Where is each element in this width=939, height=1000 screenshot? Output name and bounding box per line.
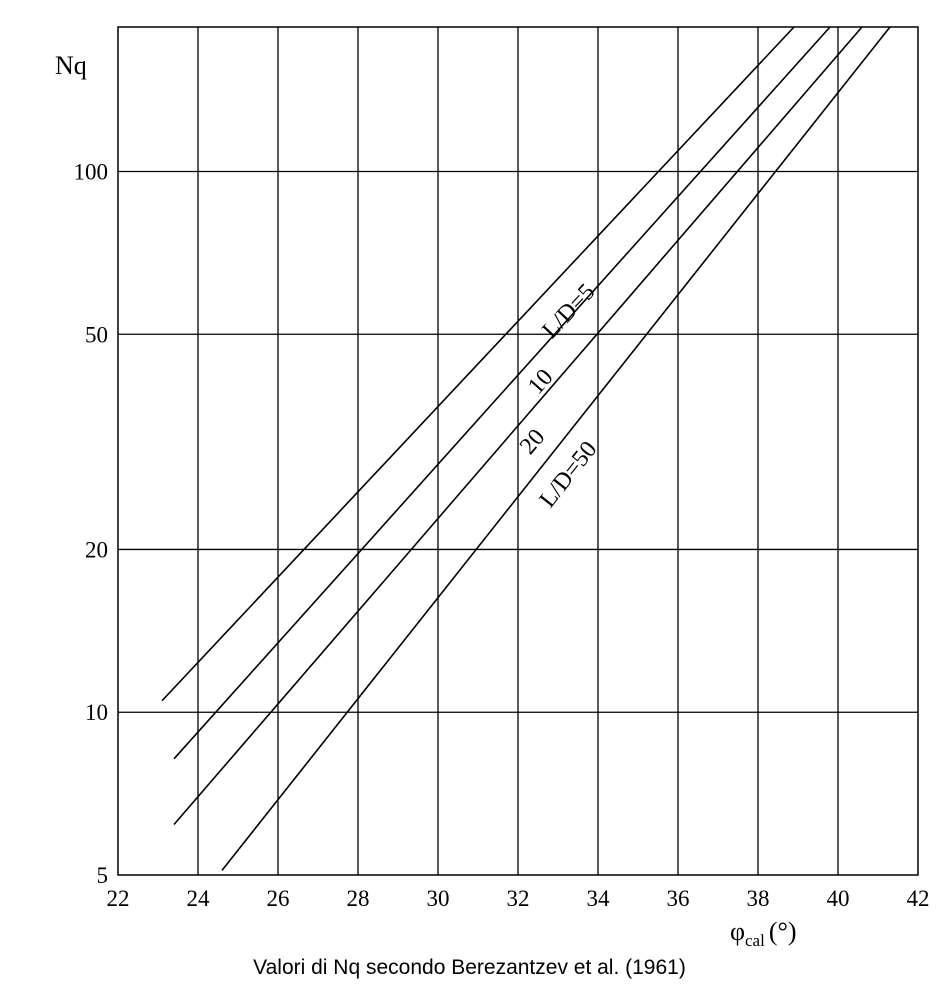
y-tick-label-5: 5 xyxy=(97,863,109,888)
y-tick-label-50: 50 xyxy=(85,322,108,347)
x-tick-label-22: 22 xyxy=(107,886,130,911)
x-tick-labels: 22 24 26 28 30 32 34 36 38 40 42 xyxy=(107,886,930,911)
x-tick-label-36: 36 xyxy=(667,886,690,911)
curve-label-3: 20 xyxy=(515,424,550,459)
figure-caption: Valori di Nq secondo Berezantzev et al. … xyxy=(253,956,686,979)
grid xyxy=(118,27,918,875)
y-tick-label-20: 20 xyxy=(85,537,108,562)
x-tick-label-28: 28 xyxy=(347,886,370,911)
x-axis-label: φcal (°) xyxy=(730,917,797,950)
curve-3 xyxy=(173,26,863,826)
y-tick-label-100: 100 xyxy=(74,159,109,184)
x-tick-label-40: 40 xyxy=(827,886,850,911)
x-tick-label-32: 32 xyxy=(507,886,530,911)
x-tick-label-42: 42 xyxy=(907,886,930,911)
x-axis-label-symbol: φ xyxy=(730,917,745,946)
x-axis-label-subscript: cal xyxy=(745,931,765,950)
curve-4 xyxy=(221,26,891,871)
curve-label-4: L/D=50 xyxy=(535,437,603,513)
x-axis-label-unit: (°) xyxy=(769,917,797,946)
y-axis-label: Nq xyxy=(55,51,87,80)
x-tick-label-38: 38 xyxy=(747,886,770,911)
x-tick-label-30: 30 xyxy=(427,886,450,911)
curve-1 xyxy=(161,26,795,702)
y-tick-labels: 5 10 20 50 100 xyxy=(74,159,109,888)
plot-frame xyxy=(117,26,919,876)
x-tick-label-34: 34 xyxy=(587,886,611,911)
x-tick-label-24: 24 xyxy=(187,886,211,911)
x-tick-label-26: 26 xyxy=(267,886,290,911)
curve-2 xyxy=(173,26,831,760)
y-tick-label-10: 10 xyxy=(85,700,108,725)
curve-label-2: 10 xyxy=(523,364,558,399)
